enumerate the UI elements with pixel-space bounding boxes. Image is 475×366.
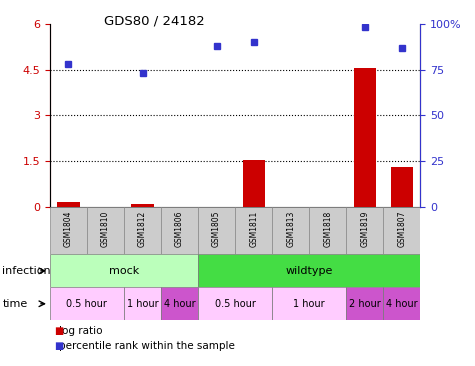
Bar (346, 207, 383, 254)
Bar (198, 254, 420, 287)
Text: ■: ■ (54, 326, 63, 336)
Text: 1 hour: 1 hour (127, 299, 158, 309)
Bar (50, 287, 124, 320)
Text: GSM1805: GSM1805 (212, 210, 221, 247)
Bar (124, 207, 161, 254)
Text: GSM1806: GSM1806 (175, 210, 184, 247)
Bar (124, 287, 161, 320)
Bar (272, 287, 346, 320)
Text: GDS80 / 24182: GDS80 / 24182 (104, 15, 205, 28)
Bar (391, 167, 413, 207)
Bar (354, 68, 376, 207)
Bar (198, 287, 272, 320)
Text: GSM1813: GSM1813 (286, 210, 295, 247)
Text: time: time (2, 299, 28, 309)
Bar (243, 160, 265, 207)
Bar (161, 207, 198, 254)
Text: percentile rank within the sample: percentile rank within the sample (59, 341, 235, 351)
Text: 1 hour: 1 hour (294, 299, 325, 309)
Text: ■: ■ (54, 341, 63, 351)
Bar (132, 204, 153, 207)
Text: 4 hour: 4 hour (164, 299, 195, 309)
Bar (87, 207, 124, 254)
Text: 0.5 hour: 0.5 hour (66, 299, 107, 309)
Text: GSM1804: GSM1804 (64, 210, 73, 247)
Text: GSM1818: GSM1818 (323, 210, 332, 247)
Bar (383, 207, 420, 254)
Text: GSM1807: GSM1807 (398, 210, 406, 247)
Text: 2 hour: 2 hour (349, 299, 380, 309)
Text: 0.5 hour: 0.5 hour (215, 299, 256, 309)
Text: GSM1819: GSM1819 (361, 210, 369, 247)
Bar (57, 202, 79, 207)
Text: mock: mock (109, 266, 139, 276)
Bar (50, 207, 87, 254)
Bar (383, 287, 420, 320)
Text: GSM1812: GSM1812 (138, 210, 147, 247)
Bar (309, 207, 346, 254)
Bar (50, 254, 198, 287)
Text: GSM1811: GSM1811 (249, 210, 258, 247)
Bar (198, 207, 235, 254)
Text: infection: infection (2, 266, 51, 276)
Bar (272, 207, 309, 254)
Text: wildtype: wildtype (285, 266, 333, 276)
Text: GSM1810: GSM1810 (101, 210, 110, 247)
Bar (161, 287, 198, 320)
Text: 4 hour: 4 hour (386, 299, 418, 309)
Text: log ratio: log ratio (59, 326, 103, 336)
Bar (235, 207, 272, 254)
Bar (346, 287, 383, 320)
